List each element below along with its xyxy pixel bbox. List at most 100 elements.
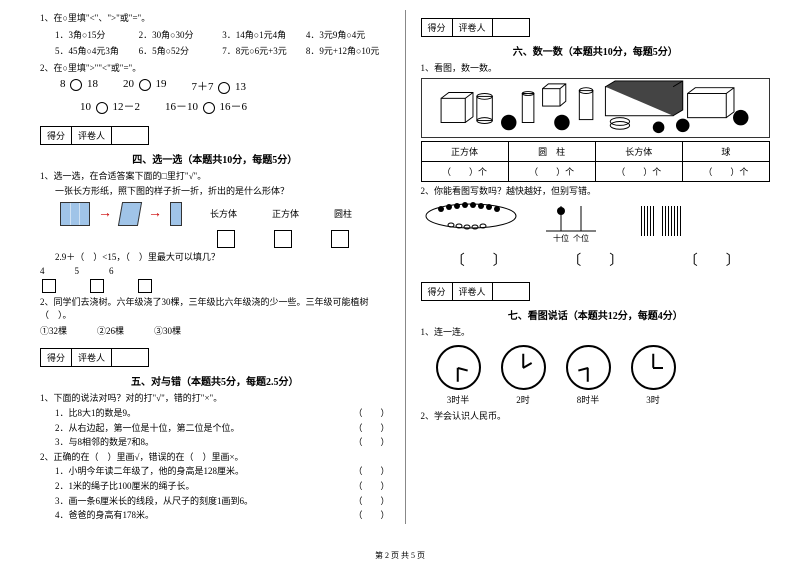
s4-q1: 1、选一选，在合适答案下面的□里打"√"。 <box>40 170 390 183</box>
num: 6 <box>109 266 114 276</box>
bracket: 〔 〕 <box>567 250 623 270</box>
place-value-icon: 十位 个位 <box>541 201 601 246</box>
q1-item: 3．14角○1元4角 <box>222 29 306 42</box>
bracket: 〔 〕 <box>451 250 507 270</box>
clock-icon <box>436 345 481 390</box>
s4-q1-sub1: 一张长方形纸，照下图的样子折一折，折出的是什么形体？ <box>55 185 390 198</box>
score-box: 得分 评卷人 <box>40 126 149 145</box>
expr: 7＋7 13 <box>192 78 247 94</box>
left-column: 1、在○里填"<"、">"或"="。 1．3角○15分 2．30角○30分 3．… <box>30 10 400 524</box>
rect-shape <box>60 202 90 226</box>
clock-label: 3时半 <box>436 393 481 406</box>
reviewer-label: 评卷人 <box>72 349 112 366</box>
th: 正方体 <box>421 141 508 161</box>
clock-icon <box>501 345 546 390</box>
opt: ③30棵 <box>154 324 181 337</box>
s7-q2: 2、学会认识人民币。 <box>421 410 771 423</box>
q1-item: 4．3元9角○4元 <box>306 29 390 42</box>
s4-q1-sub2: 2.9＋（ ）<15，（ ）里最大可以填几？ <box>55 251 390 264</box>
fold-diagram: → → 长方体 正方体 圆柱 <box>60 202 390 226</box>
fold-shape <box>118 202 142 226</box>
clock-label: 3时 <box>631 393 676 406</box>
tally-icon <box>641 206 681 246</box>
q1-items: 1．3角○15分 2．30角○30分 3．14角○1元4角 4．3元9角○4元 … <box>55 27 390 60</box>
s6-q1: 1、看图，数一数。 <box>421 62 771 75</box>
num: 5 <box>75 266 80 276</box>
checkbox[interactable] <box>274 230 292 248</box>
expr: 10 12－2 <box>80 98 140 114</box>
s4-q2-opts: ①32棵 ②26棵 ③30棵 <box>40 324 390 337</box>
num-row: 4 5 6 <box>40 266 390 276</box>
clock-label: 2时 <box>501 393 546 406</box>
page-footer: 第 2 页 共 5 页 <box>0 550 800 561</box>
clock-labels: 3时半 2时 8时半 3时 <box>436 393 771 406</box>
checkbox[interactable] <box>42 279 56 293</box>
s5-item: 2．从右边起，第一位是十位，第二位是个位。（ ） <box>55 422 390 435</box>
checkbox[interactable] <box>331 230 349 248</box>
q2-row1: 8 18 20 19 7＋7 13 <box>60 78 390 94</box>
s5-item: 1．小明今年读二年级了，他的身高是128厘米。（ ） <box>55 465 390 478</box>
bracket: 〔 〕 <box>684 250 740 270</box>
s7-q1: 1、连一连。 <box>421 326 771 339</box>
reviewer-label: 评卷人 <box>72 127 112 144</box>
bracket-row: 〔 〕 〔 〕 〔 〕 <box>421 250 771 270</box>
section5-title: 五、对与错（本题共5分，每题2.5分） <box>40 373 390 388</box>
score-label: 得分 <box>41 127 72 144</box>
opt: 正方体 <box>272 207 299 220</box>
s5-item: 3．与8相邻的数是7和8。（ ） <box>55 436 390 449</box>
s5-q2: 2、正确的在（ ）里画√，错误的在（ ）里画×。 <box>40 451 390 464</box>
s6-q2: 2、你能看图写数吗？越快越好，但别写错。 <box>421 185 771 198</box>
count-diagrams: 十位 个位 <box>421 201 771 246</box>
expr: 20 19 <box>123 78 167 94</box>
cell: （ ）个 <box>421 161 508 181</box>
clock-icon <box>631 345 676 390</box>
section7-title: 七、看图说话（本题共12分，每题4分） <box>421 307 771 322</box>
score-box: 得分 评卷人 <box>421 282 530 301</box>
reviewer-label: 评卷人 <box>453 19 493 36</box>
s5-item: 4．爸爸的身高有178米。（ ） <box>55 509 390 522</box>
shapes-diagram <box>421 78 771 138</box>
shapes-table: 正方体 圆 柱 长方体 球 （ ）个 （ ）个 （ ）个 （ ）个 <box>421 141 771 182</box>
clocks-row <box>436 345 771 390</box>
checkbox[interactable] <box>138 279 152 293</box>
score-blank <box>493 283 529 300</box>
th: 球 <box>682 141 769 161</box>
score-blank <box>112 127 148 144</box>
clock-icon <box>566 345 611 390</box>
s5-item: 2．1米的绳子比100厘米的绳子长。（ ） <box>55 480 390 493</box>
q1-prompt: 1、在○里填"<"、">"或"="。 <box>40 12 390 25</box>
s5-item: 3．画一条6厘米长的线段，从尺子的刻度1画到6。（ ） <box>55 495 390 508</box>
score-blank <box>493 19 529 36</box>
abacus-icon <box>421 201 521 241</box>
cell: （ ）个 <box>682 161 769 181</box>
svg-text:个位: 个位 <box>573 233 589 243</box>
q1-item: 5．45角○4元3角 <box>55 45 139 58</box>
section4-title: 四、选一选（本题共10分，每题5分） <box>40 151 390 166</box>
opt: 长方体 <box>210 207 237 220</box>
q2-row2: 10 12－2 16－10 16－6 <box>80 98 390 114</box>
expr: 8 18 <box>60 78 98 94</box>
opt: ②26棵 <box>97 324 124 337</box>
right-column: 得分 评卷人 六、数一数（本题共10分，每题5分） 1、看图，数一数。 <box>411 10 781 524</box>
checkbox[interactable] <box>217 230 235 248</box>
reviewer-label: 评卷人 <box>453 283 493 300</box>
score-box: 得分 评卷人 <box>421 18 530 37</box>
s5-q1: 1、下面的说法对吗？对的打"√"，错的打"×"。 <box>40 392 390 405</box>
opt: 圆柱 <box>334 207 352 220</box>
th: 圆 柱 <box>508 141 595 161</box>
cell: （ ）个 <box>508 161 595 181</box>
num: 4 <box>40 266 45 276</box>
svg-text:十位: 十位 <box>553 233 569 243</box>
score-box: 得分 评卷人 <box>40 348 149 367</box>
checkbox[interactable] <box>90 279 104 293</box>
score-label: 得分 <box>422 19 453 36</box>
q1-item: 2．30角○30分 <box>139 29 223 42</box>
q1-item: 8．9元+12角○10元 <box>306 45 390 58</box>
s4-q2: 2、同学们去浇树。六年级浇了30棵，三年级比六年级浇的少一些。三年级可能植树（ … <box>40 296 390 321</box>
expr: 16－10 16－6 <box>165 98 247 114</box>
score-label: 得分 <box>41 349 72 366</box>
s5-item: 1．比8大1的数是9。（ ） <box>55 407 390 420</box>
q1-item: 7．8元○6元+3元 <box>222 45 306 58</box>
q2-prompt: 2、在○里填">""<"或"="。 <box>40 62 390 75</box>
section6-title: 六、数一数（本题共10分，每题5分） <box>421 43 771 58</box>
